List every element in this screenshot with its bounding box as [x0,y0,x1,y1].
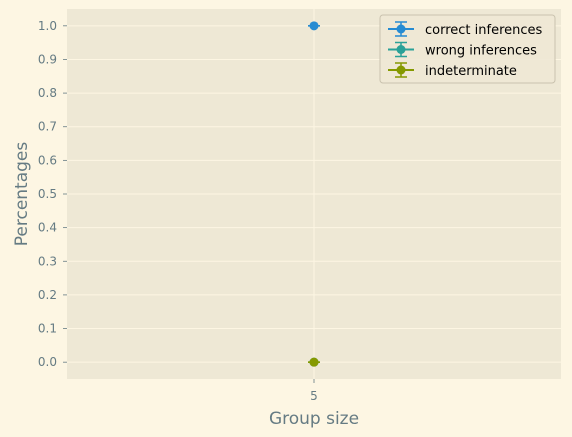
y-tick-label: 1.0 [38,19,57,33]
x-tick-label: 5 [310,389,318,403]
x-axis-label: Group size [269,409,359,429]
legend-entry: indeterminate [388,62,517,79]
legend-label: indeterminate [425,64,517,79]
x-axis-ticks: 5 [310,379,318,403]
series-correct-inferences [308,21,320,31]
y-tick-label: 0.7 [38,120,57,134]
y-tick-label: 0.9 [38,52,57,66]
y-tick-label: 0.5 [38,187,57,201]
legend-frame [379,14,556,84]
y-tick-label: 0.8 [38,86,57,100]
data-point [309,357,319,367]
y-tick-label: 0.3 [38,254,57,268]
y-tick-label: 0.1 [38,322,57,336]
data-point [309,21,319,31]
y-axis-label: Percentages [12,142,32,247]
legend-label: wrong inferences [425,44,537,59]
series-indeterminate [308,357,320,367]
y-tick-label: 0.6 [38,153,57,167]
legend-entry: wrong inferences [388,41,537,59]
legend-marker [396,24,406,34]
legend: correct inferences wrong inferences indete… [379,14,556,84]
y-tick-label: 0.2 [38,288,57,302]
y-axis-ticks: 0.0 0.1 0.2 0.3 0.4 0.5 0.6 0.7 0.8 0.9 1.0 [38,19,67,369]
legend-entry: correct inferences [388,21,543,38]
legend-marker [396,45,406,54]
data-series [308,21,320,367]
y-tick-label: 0.0 [38,355,57,369]
y-tick-label: 0.4 [38,221,57,235]
legend-marker [396,65,406,75]
legend-label: correct inferences [425,23,543,38]
